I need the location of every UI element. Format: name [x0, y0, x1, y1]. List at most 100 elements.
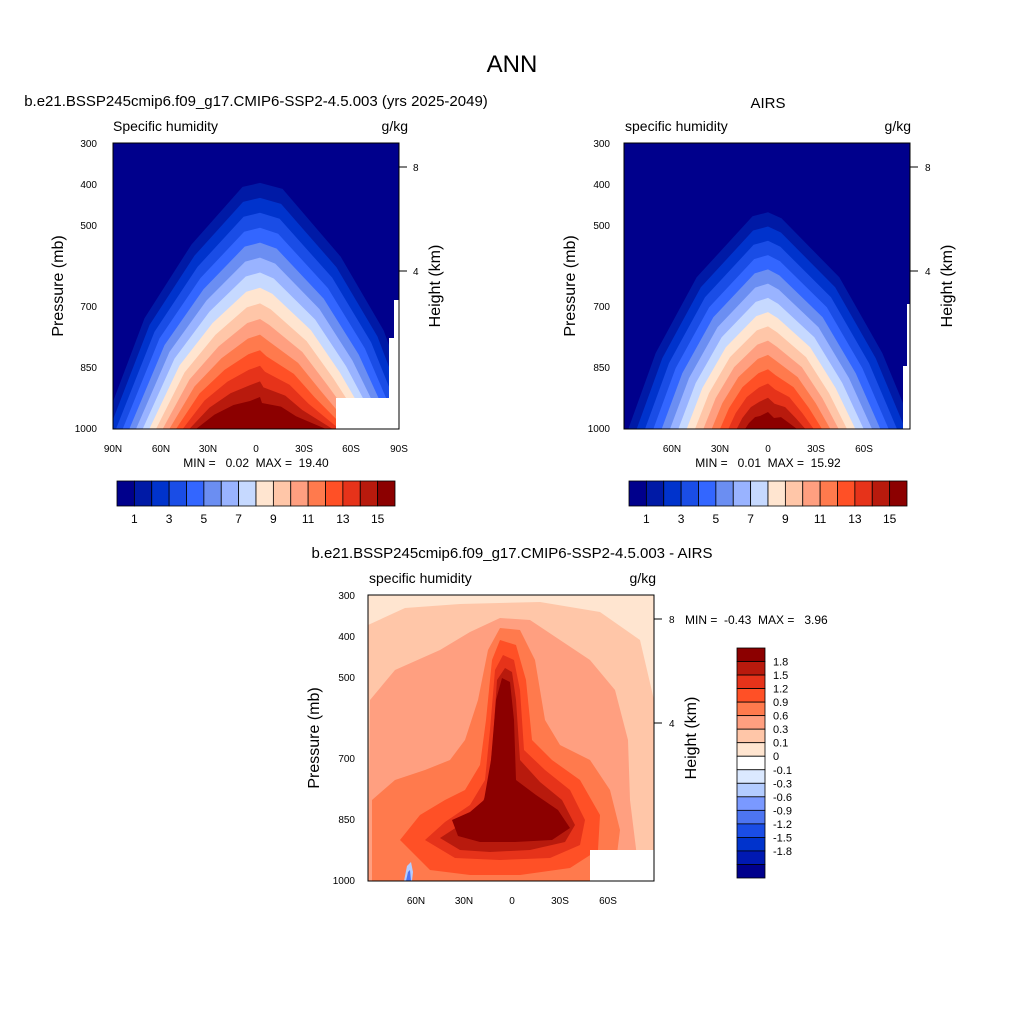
colorbar-swatch [663, 480, 682, 507]
colorbar-swatch [255, 480, 274, 507]
colorbar-swatch [736, 647, 766, 662]
y-axis-right-label: Height (km) [683, 697, 700, 780]
colorbar-label: 11 [814, 512, 827, 526]
y-right-tick-label: 8 [925, 163, 931, 174]
y-axis-label: Pressure (mb) [50, 235, 67, 336]
x-tick-labels: 90N 60N 30N 0 30S 60S 90S [104, 444, 408, 455]
x-tick-label: 90S [390, 444, 408, 455]
x-tick-label: 30N [711, 444, 729, 455]
x-tick-label: 0 [253, 444, 259, 455]
y-tick-labels: 300 400 500 700 850 1000 [75, 139, 98, 435]
plot-frame [112, 142, 400, 430]
colorbar-label: 9 [782, 512, 789, 526]
colorbar-swatch [736, 823, 766, 838]
colorbar-label: 15 [371, 512, 385, 526]
y-tick-label: 400 [80, 180, 97, 191]
y-tick-label: 300 [338, 591, 355, 602]
y-tick-label: 400 [338, 632, 355, 643]
colorbar-swatch [645, 480, 665, 507]
y-tick-label: 1000 [588, 424, 611, 435]
colorbar-label: 1 [643, 512, 650, 526]
colorbar-swatch [342, 480, 361, 507]
x-tick-label: 30S [807, 444, 825, 455]
x-tick-label: 60N [407, 896, 425, 907]
colorbar-label: -0.1 [773, 765, 792, 777]
colorbar-swatch [736, 796, 766, 811]
colorbar-swatch [736, 728, 766, 744]
x-tick-labels: 60N 30N 0 30S 60S [407, 896, 617, 907]
y-tick-label: 500 [593, 221, 610, 232]
x-tick-label: 60S [855, 444, 873, 455]
min-max-stats: MIN = -0.43 MAX = 3.96 [685, 613, 828, 627]
y-right-tick-label: 4 [669, 719, 675, 730]
colorbar-label: 0.9 [773, 697, 788, 709]
x-tick-label: 30N [455, 896, 473, 907]
colorbar-swatch [871, 480, 891, 507]
panel-obs: AIRS specific humidity g/kg Pressure (mb… [562, 95, 956, 526]
colorbar-swatch [133, 480, 153, 507]
y-tick-label: 1000 [75, 424, 98, 435]
y-tick-label: 700 [593, 302, 610, 313]
colorbar-label: 0 [773, 751, 779, 763]
y-tick-label: 1000 [333, 876, 356, 887]
contour-level [452, 678, 570, 842]
y-tick-label: 850 [593, 363, 610, 374]
colorbar-label: 0.3 [773, 724, 788, 736]
colorbar-swatch [736, 661, 766, 676]
panel-difference: b.e21.BSSP245cmip6.f09_g17.CMIP6-SSP2-4.… [306, 545, 828, 907]
min-max-stats: MIN = 0.02 MAX = 19.40 [183, 456, 329, 470]
colorbar-label: -1.2 [773, 819, 792, 831]
y-tick-label: 700 [80, 302, 97, 313]
colorbar-swatch [736, 769, 766, 784]
colorbar-label: 5 [201, 512, 208, 526]
contour-level [406, 870, 411, 881]
colorbar-swatch [750, 480, 769, 507]
x-tick-label: 90N [104, 444, 122, 455]
y-ticks-right: 8 4 [654, 615, 675, 730]
colorbar-swatch [802, 480, 821, 507]
colorbar-swatch [736, 864, 766, 879]
y-tick-label: 850 [80, 363, 97, 374]
colorbar-swatch [736, 809, 766, 825]
x-tick-label: 60N [152, 444, 170, 455]
colorbar-label: 13 [848, 512, 862, 526]
colorbar-swatch [767, 480, 786, 507]
y-axis-right-label: Height (km) [939, 245, 956, 328]
colorbar-swatch [628, 480, 647, 507]
y-ticks-right: 8 4 [910, 163, 931, 278]
contour-level [196, 397, 326, 429]
colorbar-swatch [854, 480, 873, 507]
colorbar-swatch [784, 480, 804, 507]
panel-model: b.e21.BSSP245cmip6.f09_g17.CMIP6-SSP2-4.… [24, 93, 488, 526]
colorbar-swatch [715, 480, 734, 507]
colorbar-swatch [325, 480, 344, 507]
colorbar-swatch [116, 480, 135, 507]
colorbar-swatch [186, 480, 205, 507]
colorbar-swatch [203, 480, 222, 507]
colorbar-swatch [736, 715, 766, 730]
missing-data [907, 304, 910, 366]
x-tick-label: 30S [551, 896, 569, 907]
colorbar-swatch [359, 480, 379, 507]
y-tick-label: 700 [338, 754, 355, 765]
colorbar-label: 15 [883, 512, 897, 526]
colorbar-swatch [819, 480, 838, 507]
missing-data [394, 300, 399, 338]
x-tick-labels: 60N 30N 0 30S 60S [663, 444, 873, 455]
plot-frame [367, 594, 655, 882]
colorbar-swatch [837, 480, 856, 507]
units-label: g/kg [630, 570, 656, 586]
y-tick-label: 300 [80, 139, 97, 150]
missing-data [336, 398, 399, 429]
colorbar-swatch [290, 480, 309, 507]
colorbar-label: 0.6 [773, 711, 788, 723]
colorbar-label: -0.9 [773, 805, 792, 817]
colorbar-swatch [889, 480, 908, 507]
contour-field [624, 143, 910, 429]
colorbar-label: 13 [336, 512, 350, 526]
colorbar-swatch [736, 850, 766, 865]
colorbar-label: -1.5 [773, 832, 792, 844]
colorbar-swatch [732, 480, 752, 507]
colorbar-label: 9 [270, 512, 277, 526]
